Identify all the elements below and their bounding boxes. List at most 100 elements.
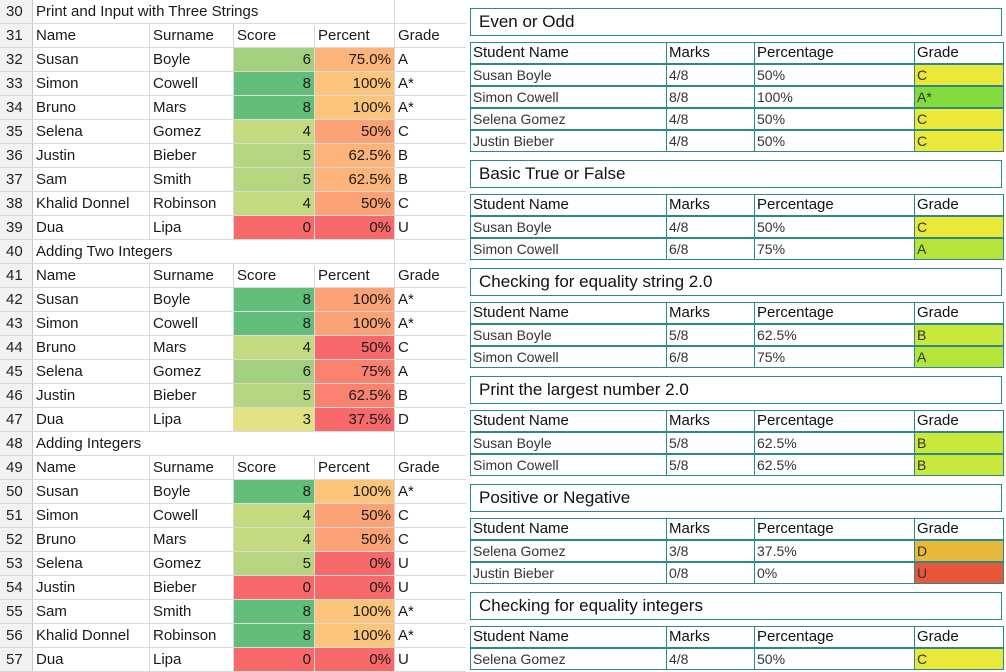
grade-cell[interactable]: A	[398, 363, 409, 380]
row-number[interactable]: 55	[0, 600, 33, 623]
percent-cell[interactable]: 75%	[315, 360, 395, 383]
score-cell[interactable]: 4	[234, 528, 315, 551]
grade-cell[interactable]: A*	[398, 315, 414, 332]
header-cell-percent[interactable]: Percent	[315, 264, 395, 287]
row-number[interactable]: 57	[0, 648, 33, 671]
surname-cell[interactable]: Cowell	[150, 312, 234, 335]
score-cell[interactable]: 4	[234, 120, 315, 143]
section-title-cell[interactable]: Adding Integers	[36, 435, 142, 452]
grade-cell[interactable]: A	[398, 51, 409, 68]
percent-cell[interactable]: 0%	[315, 648, 395, 671]
header-cell-score[interactable]: Score	[234, 264, 315, 287]
header-cell-grade[interactable]: Grade	[398, 267, 440, 284]
percent-cell[interactable]: 0%	[315, 552, 395, 575]
row-number[interactable]: 41	[0, 264, 33, 287]
row-number[interactable]: 42	[0, 288, 33, 311]
row-number[interactable]: 30	[0, 0, 33, 23]
percent-cell[interactable]: 100%	[315, 480, 395, 503]
row-number[interactable]: 45	[0, 360, 33, 383]
surname-cell[interactable]: Robinson	[150, 192, 234, 215]
score-cell[interactable]: 4	[234, 192, 315, 215]
grade-cell[interactable]: U	[398, 219, 409, 236]
name-cell[interactable]: Selena	[33, 360, 150, 383]
row-number[interactable]: 36	[0, 144, 33, 167]
name-cell[interactable]: Dua	[33, 408, 150, 431]
surname-cell[interactable]: Bieber	[150, 576, 234, 599]
name-cell[interactable]: Simon	[33, 504, 150, 527]
header-cell-grade[interactable]: Grade	[398, 459, 440, 476]
grade-cell[interactable]: B	[398, 171, 409, 188]
grade-cell[interactable]: B	[398, 387, 409, 404]
percent-cell[interactable]: 0%	[315, 216, 395, 239]
score-cell[interactable]: 5	[234, 144, 315, 167]
name-cell[interactable]: Khalid Donnel	[33, 624, 150, 647]
surname-cell[interactable]: Cowell	[150, 504, 234, 527]
surname-cell[interactable]: Boyle	[150, 288, 234, 311]
score-cell[interactable]: 5	[234, 384, 315, 407]
header-cell-score[interactable]: Score	[234, 24, 315, 47]
percent-cell[interactable]: 75.0%	[315, 48, 395, 71]
score-cell[interactable]: 5	[234, 552, 315, 575]
surname-cell[interactable]: Mars	[150, 528, 234, 551]
grade-cell[interactable]: C	[398, 531, 409, 548]
empty-cell[interactable]	[315, 432, 395, 455]
row-number[interactable]: 37	[0, 168, 33, 191]
surname-cell[interactable]: Mars	[150, 96, 234, 119]
row-number[interactable]: 31	[0, 24, 33, 47]
name-cell[interactable]: Simon	[33, 312, 150, 335]
empty-cell[interactable]	[395, 0, 466, 23]
header-cell-surname[interactable]: Surname	[150, 456, 234, 479]
surname-cell[interactable]: Lipa	[150, 648, 234, 671]
score-cell[interactable]: 4	[234, 336, 315, 359]
row-number[interactable]: 49	[0, 456, 33, 479]
name-cell[interactable]: Susan	[33, 480, 150, 503]
percent-cell[interactable]: 100%	[315, 72, 395, 95]
score-cell[interactable]: 8	[234, 96, 315, 119]
name-cell[interactable]: Sam	[33, 600, 150, 623]
row-number[interactable]: 46	[0, 384, 33, 407]
percent-cell[interactable]: 62.5%	[315, 144, 395, 167]
score-cell[interactable]: 8	[234, 600, 315, 623]
header-cell-score[interactable]: Score	[234, 456, 315, 479]
name-cell[interactable]: Susan	[33, 288, 150, 311]
surname-cell[interactable]: Lipa	[150, 408, 234, 431]
row-number[interactable]: 34	[0, 96, 33, 119]
grade-cell[interactable]: C	[398, 123, 409, 140]
empty-cell[interactable]	[395, 432, 466, 455]
row-number[interactable]: 48	[0, 432, 33, 455]
percent-cell[interactable]: 62.5%	[315, 384, 395, 407]
grade-cell[interactable]: A*	[398, 99, 414, 116]
surname-cell[interactable]: Mars	[150, 336, 234, 359]
grade-cell[interactable]: U	[398, 579, 409, 596]
score-cell[interactable]: 8	[234, 624, 315, 647]
surname-cell[interactable]: Robinson	[150, 624, 234, 647]
surname-cell[interactable]: Cowell	[150, 72, 234, 95]
name-cell[interactable]: Khalid Donnel	[33, 192, 150, 215]
percent-cell[interactable]: 100%	[315, 312, 395, 335]
score-cell[interactable]: 6	[234, 48, 315, 71]
grade-cell[interactable]: U	[398, 555, 409, 572]
row-number[interactable]: 44	[0, 336, 33, 359]
row-number[interactable]: 40	[0, 240, 33, 263]
surname-cell[interactable]: Boyle	[150, 480, 234, 503]
row-number[interactable]: 33	[0, 72, 33, 95]
grade-cell[interactable]: D	[398, 411, 409, 428]
surname-cell[interactable]: Gomez	[150, 120, 234, 143]
surname-cell[interactable]: Lipa	[150, 216, 234, 239]
row-number[interactable]: 53	[0, 552, 33, 575]
row-number[interactable]: 38	[0, 192, 33, 215]
score-cell[interactable]: 8	[234, 72, 315, 95]
row-number[interactable]: 50	[0, 480, 33, 503]
grade-cell[interactable]: A*	[398, 603, 414, 620]
name-cell[interactable]: Justin	[33, 576, 150, 599]
percent-cell[interactable]: 100%	[315, 96, 395, 119]
name-cell[interactable]: Simon	[33, 72, 150, 95]
name-cell[interactable]: Bruno	[33, 96, 150, 119]
grade-cell[interactable]: A*	[398, 627, 414, 644]
percent-cell[interactable]: 62.5%	[315, 168, 395, 191]
percent-cell[interactable]: 50%	[315, 336, 395, 359]
percent-cell[interactable]: 100%	[315, 288, 395, 311]
grade-cell[interactable]: A*	[398, 483, 414, 500]
name-cell[interactable]: Bruno	[33, 528, 150, 551]
grade-cell[interactable]: A*	[398, 291, 414, 308]
